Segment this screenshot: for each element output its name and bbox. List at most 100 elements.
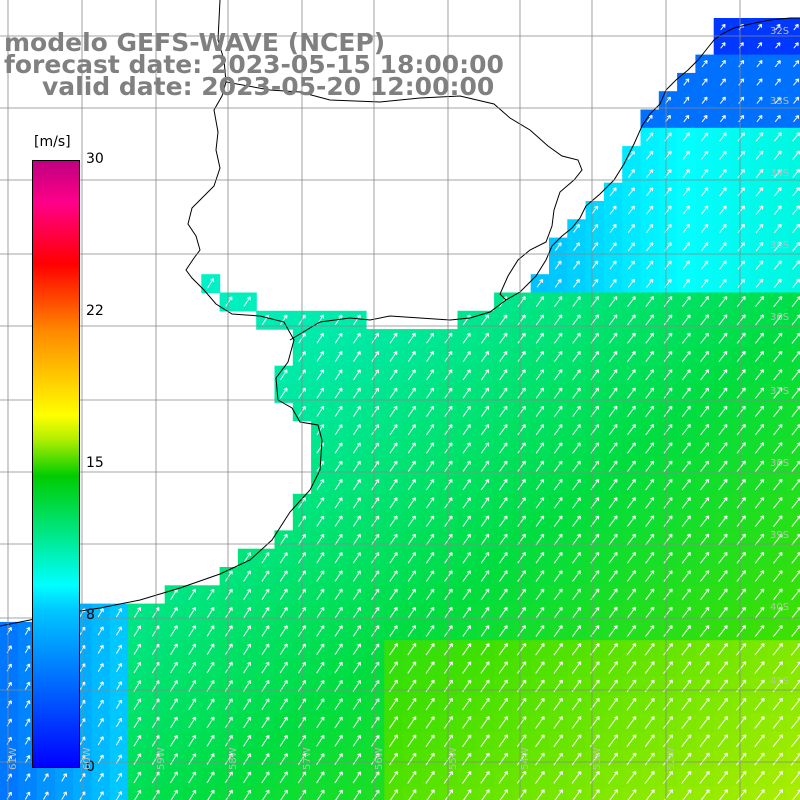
wind-arrow bbox=[553, 606, 563, 619]
wind-arrow bbox=[389, 497, 398, 509]
wind-arrow bbox=[535, 405, 545, 417]
wind-arrow bbox=[352, 479, 361, 491]
wind-arrow bbox=[133, 698, 142, 710]
wind-arrow bbox=[389, 351, 398, 362]
wind-cell bbox=[786, 457, 800, 477]
wind-arrow bbox=[773, 588, 783, 601]
wind-arrow bbox=[516, 734, 527, 748]
wind-cell bbox=[786, 365, 800, 385]
wind-arrow bbox=[334, 716, 343, 729]
wind-arrow bbox=[462, 533, 471, 546]
wind-arrow bbox=[772, 642, 783, 656]
wind-arrow bbox=[517, 497, 526, 509]
wind-arrow bbox=[498, 716, 508, 729]
wind-arrow bbox=[206, 734, 215, 747]
wind-arrow bbox=[480, 533, 490, 546]
wind-arrow bbox=[353, 351, 361, 362]
wind-arrow bbox=[626, 606, 636, 619]
wind-arrow bbox=[736, 697, 747, 711]
wind-cell bbox=[420, 786, 440, 800]
wind-arrow bbox=[352, 643, 361, 656]
wind-arrow bbox=[608, 350, 618, 362]
wind-arrow bbox=[718, 442, 728, 454]
wind-arrow bbox=[425, 661, 435, 674]
wind-arrow bbox=[720, 23, 726, 31]
wind-arrow bbox=[755, 332, 764, 344]
wind-arrow bbox=[756, 60, 763, 68]
wind-arrow bbox=[608, 296, 618, 307]
wind-arrow bbox=[316, 734, 325, 747]
wind-arrow bbox=[608, 442, 618, 454]
wind-arrow bbox=[627, 387, 636, 399]
wind-arrow bbox=[773, 460, 783, 472]
wind-arrow bbox=[627, 296, 636, 308]
wind-arrow bbox=[717, 770, 729, 784]
wind-arrow bbox=[371, 497, 380, 509]
wind-arrow bbox=[243, 698, 252, 710]
wind-arrow bbox=[608, 497, 618, 509]
wind-arrow bbox=[663, 478, 673, 491]
wind-arrow bbox=[755, 242, 764, 252]
wind-arrow bbox=[627, 205, 635, 215]
wind-arrow bbox=[334, 351, 343, 362]
lon-label: 59W bbox=[156, 747, 167, 770]
wind-arrow bbox=[736, 350, 746, 363]
wind-arrow bbox=[462, 643, 472, 656]
wind-cell bbox=[329, 786, 349, 800]
wind-arrow bbox=[133, 753, 142, 765]
wind-arrow bbox=[371, 661, 380, 674]
wind-arrow bbox=[755, 150, 764, 160]
wind-arrow bbox=[279, 661, 288, 674]
wind-cell bbox=[786, 182, 800, 202]
wind-cell bbox=[786, 255, 800, 275]
wind-arrow bbox=[407, 533, 416, 546]
wind-arrow bbox=[736, 296, 746, 308]
wind-arrow bbox=[316, 716, 325, 729]
wind-cell bbox=[786, 512, 800, 531]
wind-cell bbox=[109, 786, 129, 800]
wind-arrow bbox=[718, 606, 728, 619]
wind-arrow bbox=[718, 588, 728, 601]
wind-arrow bbox=[627, 260, 635, 270]
wind-arrow bbox=[663, 405, 673, 417]
wind-arrow bbox=[646, 187, 654, 197]
wind-arrow bbox=[699, 642, 710, 656]
wind-arrow bbox=[97, 791, 104, 800]
wind-arrow bbox=[572, 405, 581, 417]
wind-arrow bbox=[425, 552, 435, 564]
wind-arrow bbox=[773, 515, 783, 527]
wind-cell bbox=[786, 786, 800, 800]
wind-arrow bbox=[426, 405, 435, 417]
wind-arrow bbox=[224, 716, 233, 729]
wind-arrow bbox=[773, 296, 783, 308]
wind-arrow bbox=[389, 460, 398, 472]
wind-arrow bbox=[553, 442, 563, 454]
wind-arrow bbox=[792, 260, 800, 270]
wind-arrow bbox=[717, 752, 729, 766]
wind-arrow bbox=[662, 770, 674, 784]
wind-arrow bbox=[645, 533, 655, 546]
wind-arrow bbox=[736, 442, 746, 454]
wind-arrow bbox=[170, 716, 178, 729]
wind-arrow bbox=[719, 223, 727, 233]
wind-arrow bbox=[572, 314, 581, 326]
wind-arrow bbox=[682, 187, 690, 197]
wind-arrow bbox=[681, 515, 691, 527]
wind-arrow bbox=[591, 205, 599, 215]
wind-arrow bbox=[717, 734, 729, 748]
wind-arrow bbox=[608, 460, 618, 472]
wind-arrow bbox=[737, 205, 745, 215]
wind-arrow bbox=[261, 661, 270, 674]
wind-arrow bbox=[462, 351, 471, 362]
wind-arrow bbox=[480, 497, 490, 509]
wind-arrow bbox=[334, 771, 343, 784]
wind-arrow bbox=[535, 369, 545, 381]
wind-cell bbox=[786, 219, 800, 239]
wind-arrow bbox=[243, 753, 252, 765]
lon-label: 60W bbox=[82, 747, 93, 770]
wind-arrow bbox=[571, 734, 582, 748]
wind-arrow bbox=[425, 606, 435, 619]
wind-arrow bbox=[224, 698, 233, 710]
wind-arrow bbox=[626, 752, 637, 766]
wind-arrow bbox=[681, 387, 691, 399]
